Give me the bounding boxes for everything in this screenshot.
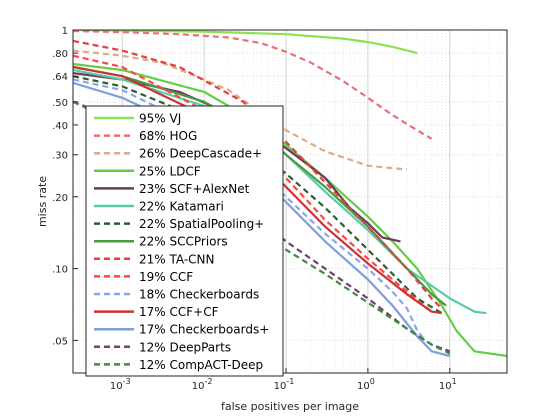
x-tick-label: 10-1 [274,377,295,392]
x-tick-base: 10 [110,381,123,392]
series-line-7 [73,65,447,307]
legend-entry: 26% DeepCascade+ [139,147,262,161]
x-axis-label: false positives per image [221,400,359,413]
x-tick-label: 100 [357,377,375,392]
legend-entry: 17% CCF+CF [139,305,219,319]
y-tick-label: .20 [52,193,68,204]
x-ticks: 10-3 10-2 10-1 100 101 [110,368,457,392]
series-line-1 [73,30,433,140]
legend-entry: 68% HOG [139,129,197,143]
x-tick-label: 10-2 [192,377,213,392]
series-line-2 [73,49,408,171]
x-tick-label: 10-3 [110,377,131,392]
series-line-0 [73,30,418,55]
legend-entry: 21% TA-CNN [139,252,215,266]
legend-entry: 22% SpatialPooling+ [139,217,264,231]
legend-entry: 95% VJ [139,112,181,126]
x-tick-base: 10 [439,381,452,392]
x-tick-exp: -2 [205,377,213,386]
y-tick-label: .50 [52,98,68,109]
legend-entry: 22% SCCPriors [139,235,228,249]
legend-entry: 23% SCF+AlexNet [139,182,250,196]
legend-entry: 12% CompACT-Deep [139,358,263,372]
y-tick-label: .40 [52,121,68,132]
x-tick-base: 10 [274,381,287,392]
series-line-8 [73,39,443,310]
series-line-6 [73,75,443,315]
x-tick-exp: -1 [286,377,294,386]
legend-entry: 19% CCF [139,270,193,284]
x-tick-label: 101 [439,377,457,392]
y-tick-label: .30 [52,151,68,162]
y-tick-label: .10 [52,265,68,276]
x-tick-exp: -3 [123,377,131,386]
series-layer [73,30,507,358]
legend-entry: 12% DeepParts [139,340,231,354]
series-line-11 [73,65,442,315]
x-tick-exp: 0 [370,377,375,386]
x-tick-exp: 1 [452,377,457,386]
legend: 95% VJ 68% HOG 26% DeepCascade+ 25% LDCF 23%… [85,105,284,377]
legend-entry: 18% Checkerboards [139,288,259,302]
legend-entry: 25% LDCF [139,164,201,178]
y-tick-label: 1 [62,26,68,37]
legend-entry: 22% Katamari [139,200,224,214]
y-ticks: 1 .80 .64 .50 .40 .30 .20 .10 .05 [52,26,78,347]
y-axis-label: miss rate [36,176,49,227]
legend-entry: 17% Checkerboards+ [139,323,269,337]
x-tick-base: 10 [192,381,205,392]
series-line-3 [73,62,507,358]
plot-frame [72,29,508,374]
y-tick-label: .80 [52,49,68,60]
x-tick-base: 10 [357,381,370,392]
y-tick-label: .05 [52,336,68,347]
y-tick-label: .64 [52,72,68,83]
series-line-9 [73,54,433,313]
